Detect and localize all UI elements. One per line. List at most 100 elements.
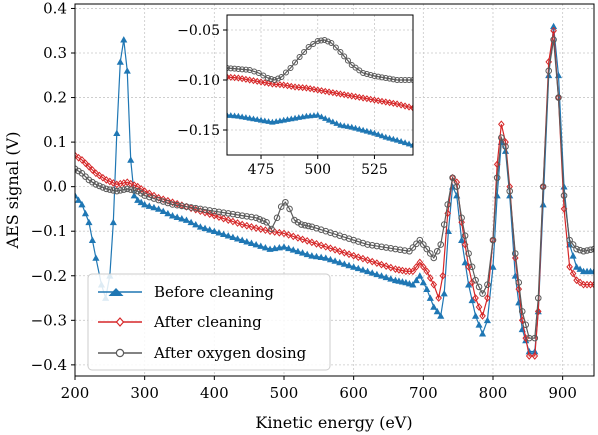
data-point-marker: [453, 183, 461, 190]
data-point-marker: [468, 278, 476, 287]
x-tick-label: 475: [248, 162, 275, 178]
data-point-marker: [234, 211, 241, 219]
data-point-marker: [257, 242, 265, 249]
series-after-oxygen-dosing: [75, 36, 594, 342]
data-point-marker: [234, 219, 241, 227]
data-point-marker: [271, 76, 278, 84]
data-point-marker: [285, 231, 292, 239]
y-axis-label: AES signal (V): [3, 132, 22, 250]
data-point-marker: [345, 235, 353, 242]
data-point-marker: [314, 86, 321, 94]
data-point-marker: [326, 88, 333, 96]
data-point-marker: [440, 290, 448, 297]
data-point-marker: [420, 241, 427, 248]
data-point-marker: [525, 352, 533, 360]
data-point-marker: [340, 260, 348, 267]
data-point-marker: [331, 257, 339, 264]
data-point-marker: [103, 176, 110, 184]
data-point-marker: [256, 216, 263, 223]
data-point-marker: [378, 260, 385, 269]
data-point-marker: [106, 186, 114, 193]
data-point-marker: [85, 218, 93, 226]
data-point-marker: [498, 120, 505, 129]
data-point-marker: [227, 65, 234, 72]
data-point-marker: [368, 257, 376, 266]
data-point-marker: [75, 165, 79, 173]
data-point-marker: [322, 115, 329, 121]
data-point-marker: [390, 135, 397, 142]
data-point-marker: [423, 285, 431, 292]
data-point-marker: [433, 307, 441, 315]
legend-item-after: After cleaning: [98, 313, 262, 331]
data-point-marker: [201, 206, 209, 213]
data-point-marker: [238, 220, 246, 229]
data-point-marker: [264, 74, 271, 82]
data-point-marker: [402, 76, 409, 84]
data-point-marker: [229, 217, 237, 226]
data-point-marker: [141, 187, 148, 195]
data-point-marker: [566, 236, 573, 244]
data-point-marker: [329, 118, 337, 125]
data-point-marker: [525, 347, 533, 355]
data-point-marker: [550, 36, 557, 43]
data-point-marker: [178, 215, 186, 222]
data-point-marker: [278, 73, 285, 81]
data-point-marker: [398, 101, 405, 109]
data-point-marker: [484, 281, 491, 288]
data-point-marker: [299, 235, 306, 244]
data-point-marker: [159, 195, 167, 204]
data-point-marker: [378, 243, 385, 251]
data-point-marker: [262, 226, 269, 235]
data-point-marker: [287, 64, 294, 72]
data-point-marker: [423, 267, 431, 276]
data-point-marker: [406, 76, 413, 84]
data-point-marker: [246, 114, 253, 121]
data-point-marker: [243, 213, 251, 220]
data-point-marker: [242, 66, 249, 73]
data-point-marker: [356, 93, 363, 101]
data-point-marker: [257, 116, 265, 123]
data-point-marker: [308, 252, 316, 259]
data-point-marker: [285, 244, 293, 252]
data-point-marker: [573, 263, 581, 270]
data-point-marker: [378, 97, 386, 105]
data-point-marker: [307, 85, 314, 93]
data-point-marker: [314, 111, 321, 118]
y-tick-label: −0.05: [177, 23, 220, 39]
data-point-marker: [472, 276, 479, 284]
data-point-marker: [235, 112, 242, 119]
data-point-marker: [146, 193, 153, 201]
data-point-marker: [344, 123, 352, 129]
data-point-marker: [392, 245, 399, 253]
data-point-marker: [254, 116, 261, 122]
data-point-marker: [224, 232, 232, 239]
data-point-marker: [82, 159, 89, 168]
data-point-marker: [168, 212, 177, 219]
data-point-marker: [368, 269, 376, 276]
data-point-marker: [282, 198, 289, 206]
data-point-marker: [580, 247, 587, 255]
data-point-marker: [96, 182, 103, 190]
data-point-marker: [375, 97, 382, 105]
data-point-marker: [569, 241, 577, 248]
data-point-marker: [265, 118, 272, 124]
data-point-marker: [291, 216, 298, 224]
data-point-marker: [321, 36, 328, 44]
data-point-marker: [280, 229, 288, 238]
data-point-marker: [322, 242, 330, 251]
data-point-marker: [99, 173, 107, 182]
data-point-marker: [169, 201, 176, 208]
data-point-marker: [261, 243, 269, 251]
data-point-marker: [96, 171, 103, 180]
data-point-marker: [173, 213, 181, 220]
data-point-marker: [227, 73, 231, 81]
x-tick-label: 500: [270, 384, 299, 402]
data-point-marker: [458, 214, 465, 222]
data-point-marker: [374, 131, 382, 137]
data-point-marker: [301, 221, 309, 229]
data-point-marker: [127, 156, 135, 163]
data-point-marker: [238, 236, 246, 243]
data-point-marker: [355, 253, 362, 262]
y-tick-label: 0.2: [43, 89, 67, 107]
